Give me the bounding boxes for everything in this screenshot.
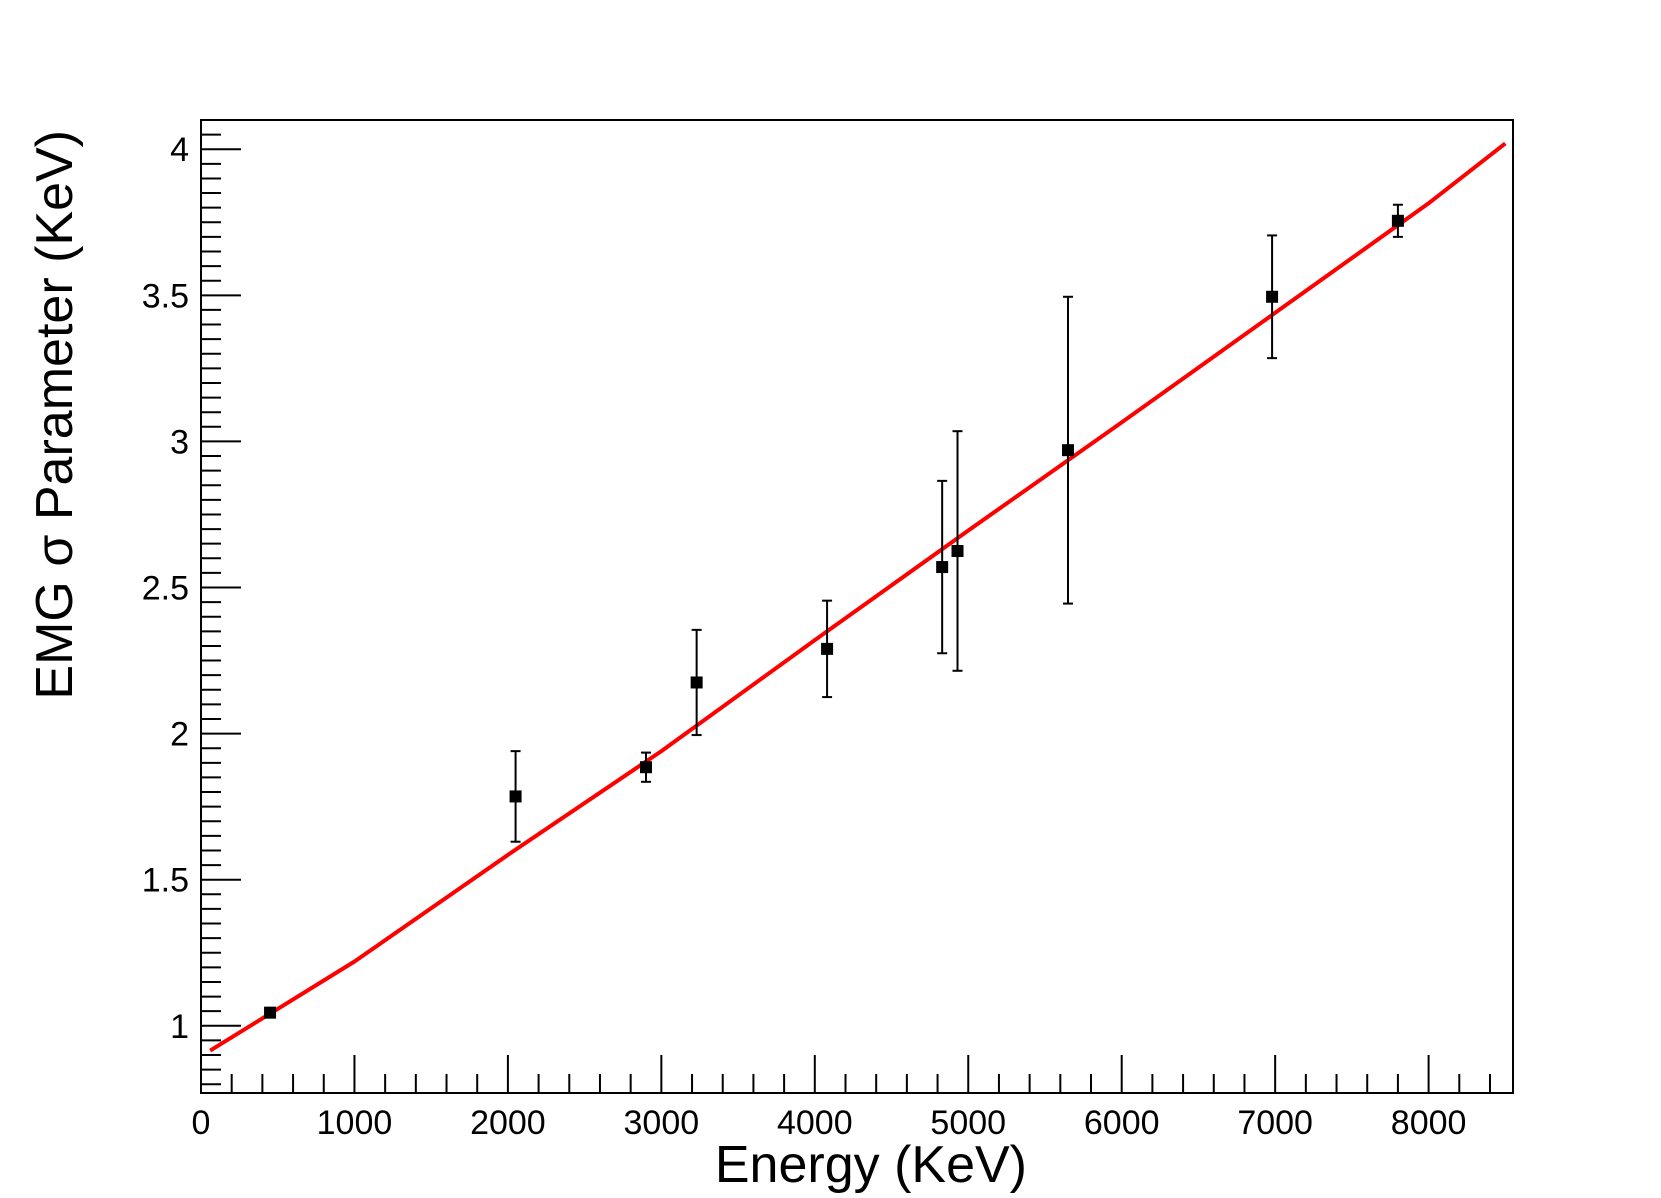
data-point xyxy=(936,561,949,574)
data-point xyxy=(640,761,653,774)
data-point xyxy=(509,790,522,803)
x-tick-label: 5000 xyxy=(930,1104,1006,1142)
y-tick-label: 2 xyxy=(170,716,189,754)
x-tick-label: 6000 xyxy=(1084,1104,1160,1142)
x-axis-title: Energy (KeV) xyxy=(715,1136,1027,1194)
y-tick-label: 1 xyxy=(170,1008,189,1046)
points-layer xyxy=(264,203,1404,1019)
y-tick-label: 2.5 xyxy=(142,570,189,608)
fit-line xyxy=(209,141,1507,1053)
fit-layer xyxy=(209,141,1507,1053)
data-point xyxy=(264,1006,277,1019)
y-tick-label: 4 xyxy=(170,131,189,169)
x-tick-label: 0 xyxy=(192,1104,211,1142)
y-tick-label: 1.5 xyxy=(142,862,189,900)
x-tick-label: 3000 xyxy=(624,1104,700,1142)
data-point xyxy=(690,676,703,689)
x-tick-label: 7000 xyxy=(1237,1104,1313,1142)
data-point xyxy=(1266,290,1279,303)
y-tick-label: 3 xyxy=(170,423,189,461)
x-tick-label: 8000 xyxy=(1391,1104,1467,1142)
y-axis-title: EMG σ Parameter (KeV) xyxy=(26,130,84,700)
plot-frame xyxy=(200,119,1514,1094)
y-axis: 1 1.5 2 2.5 3 3.5 4 xyxy=(142,131,241,1086)
x-axis: 0 1000 2000 3000 4000 5000 6000 7000 8000 xyxy=(192,1055,1491,1142)
x-tick-label: 2000 xyxy=(470,1104,546,1142)
data-point xyxy=(951,544,964,557)
data-point xyxy=(1391,214,1404,227)
x-tick-label: 1000 xyxy=(317,1104,393,1142)
data-point xyxy=(821,642,834,655)
x-tick-label: 4000 xyxy=(777,1104,853,1142)
y-tick-label: 3.5 xyxy=(142,277,189,315)
data-point xyxy=(1061,444,1074,457)
